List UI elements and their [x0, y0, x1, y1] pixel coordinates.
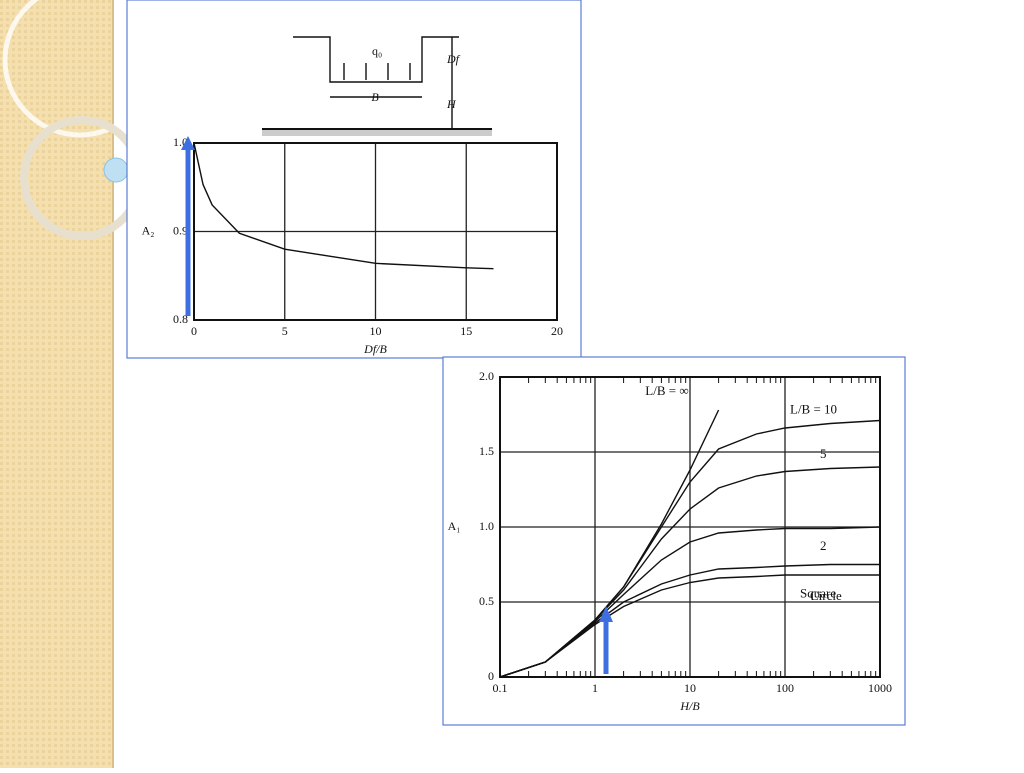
- x-tick-label: 1000: [868, 681, 892, 695]
- curve-label: Circle: [810, 588, 842, 603]
- x-tick-label: 10: [370, 324, 382, 338]
- x-tick-label: 10: [684, 681, 696, 695]
- x-tick-label: 1: [592, 681, 598, 695]
- chart-a2: 0 5 10 15 200.80.91.0Df/BA₂: [142, 135, 563, 356]
- y-axis-label: A₁: [448, 519, 461, 533]
- y-tick-label: 1.5: [479, 444, 494, 458]
- annotation: Df: [446, 52, 461, 66]
- x-tick-label: 5: [282, 324, 288, 338]
- x-tick-label: 0: [191, 324, 197, 338]
- y-tick-label: 0.8: [173, 312, 188, 326]
- x-tick-label: 100: [776, 681, 794, 695]
- y-tick-label: 0.5: [479, 594, 494, 608]
- x-tick-label: 0.1: [493, 681, 508, 695]
- curve-label: 5: [820, 446, 827, 461]
- curve: [499, 466, 881, 678]
- curve-label: Square: [800, 585, 836, 600]
- y-tick-label: 0.9: [173, 223, 188, 237]
- image-frame: [442, 356, 906, 726]
- y-tick-label: 0: [488, 669, 494, 683]
- highlight-arrow: [181, 136, 613, 674]
- x-tick-label: 20: [551, 324, 563, 338]
- curve: [499, 563, 880, 678]
- side-band: [0, 0, 113, 768]
- y-axis-label: A₂: [142, 223, 155, 237]
- x-axis-label: H/B: [679, 699, 700, 713]
- plot-frame: [193, 142, 558, 321]
- y-tick-label: 2.0: [479, 369, 494, 383]
- chart-a1: 0.1 1 10 100 1000 0 0.5 1.0 1.5 2.0 H/B A₁ L/B = ∞ L/…: [448, 369, 892, 713]
- x-axis-label: Df/B: [363, 342, 387, 356]
- curve-label: L/B = ∞: [645, 383, 688, 398]
- annotation: B: [371, 90, 379, 104]
- curve: [499, 526, 881, 678]
- image-frame: [126, 0, 582, 359]
- annotation: H: [446, 97, 457, 111]
- curve: [193, 142, 494, 270]
- deco-dot: [103, 157, 129, 183]
- curve-label: L/B = 10: [790, 401, 837, 416]
- annotation: q₀: [372, 44, 382, 58]
- x-tick-label: 15: [460, 324, 472, 338]
- curve: [499, 574, 880, 678]
- footing-diagram: [262, 36, 492, 136]
- y-tick-label: 1.0: [479, 519, 494, 533]
- curve-label: 2: [820, 538, 827, 553]
